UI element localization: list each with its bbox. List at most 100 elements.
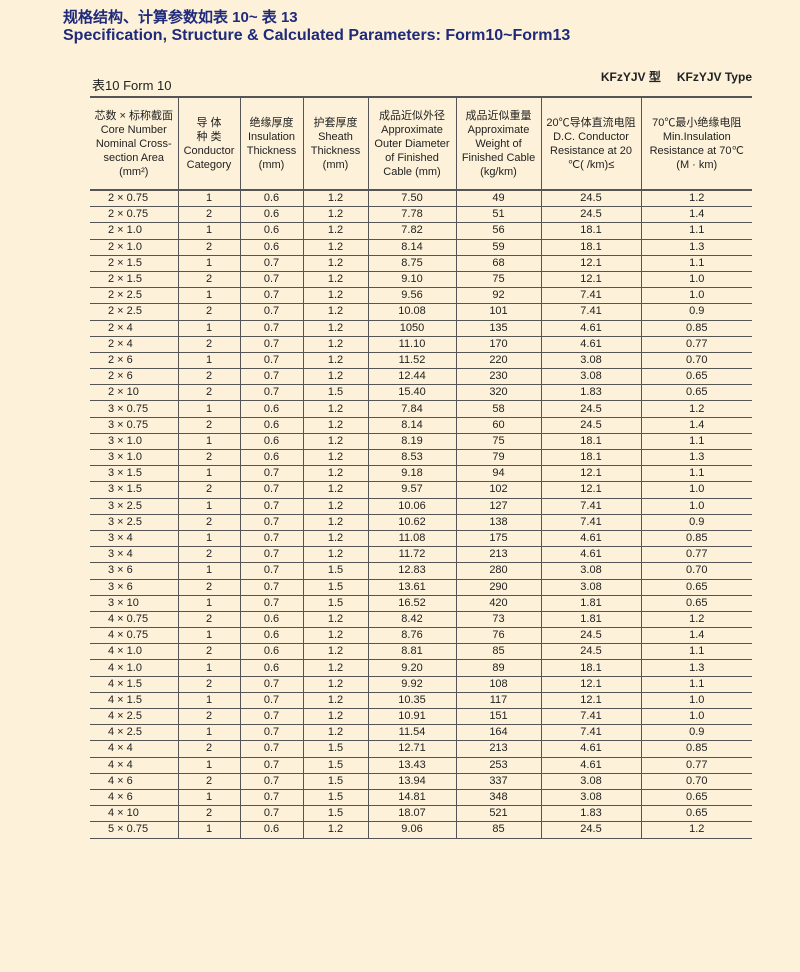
column-header: 护套厚度 Sheath Thickness (mm) <box>302 96 368 191</box>
table-cell: 12.1 <box>540 271 641 289</box>
table-cell: 0.7 <box>239 530 303 548</box>
table-cell: 1 <box>177 659 240 677</box>
table-cell: 0.6 <box>239 433 303 451</box>
table-cell: 0.65 <box>640 368 752 386</box>
table-cell: 85 <box>455 821 541 839</box>
table-cell: 18.1 <box>540 433 641 451</box>
table-row: 4 × 0.75 1 0.6 1.2 8.76 76 24.5 1.4 <box>90 627 752 645</box>
table-cell: 3 × 2.5 <box>90 498 178 515</box>
table-cell: 18.1 <box>540 239 641 256</box>
table-cell: 0.7 <box>239 773 303 790</box>
table-cell: 1 <box>177 692 240 710</box>
table-cell: 1.1 <box>640 676 752 693</box>
table-cell: 24.5 <box>540 206 641 224</box>
table-cell: 0.6 <box>239 222 303 240</box>
table-cell: 0.65 <box>640 384 752 402</box>
table-cell: 12.1 <box>540 692 641 710</box>
table-cell: 2 × 10 <box>90 384 178 402</box>
table-cell: 1.3 <box>640 449 752 467</box>
table-cell: 24.5 <box>540 400 641 418</box>
table-cell: 0.7 <box>239 692 303 710</box>
table-cell: 1.2 <box>302 643 368 661</box>
table-cell: 12.1 <box>540 676 641 693</box>
table-cell: 1.2 <box>302 255 368 272</box>
table-cell: 15.40 <box>367 384 456 402</box>
table-cell: 13.94 <box>367 773 456 790</box>
table-cell: 13.43 <box>367 757 456 774</box>
table-cell: 1.5 <box>302 562 368 580</box>
table-cell: 2 <box>177 676 240 693</box>
table-cell: 1.3 <box>640 239 752 256</box>
table-cell: 2 × 6 <box>90 368 178 386</box>
table-cell: 9.57 <box>367 481 456 499</box>
table-cell: 1050 <box>367 320 456 337</box>
table-cell: 1.5 <box>302 773 368 790</box>
table-cell: 2 <box>177 449 240 467</box>
table-cell: 18.1 <box>540 222 641 240</box>
table-row: 2 × 1.0 2 0.6 1.2 8.14 59 18.1 1.3 <box>90 239 752 256</box>
table-cell: 12.1 <box>540 465 641 483</box>
table-cell: 2 × 0.75 <box>90 190 178 208</box>
table-cell: 4 × 2.5 <box>90 708 178 726</box>
table-cell: 4 × 0.75 <box>90 611 178 629</box>
table-cell: 1.2 <box>640 400 752 418</box>
title-english: Specification, Structure & Calculated Pa… <box>63 27 571 44</box>
table-cell: 0.7 <box>239 805 303 823</box>
table-cell: 1.5 <box>302 740 368 758</box>
table-cell: 0.70 <box>640 352 752 370</box>
table-cell: 7.41 <box>540 724 641 742</box>
table-cell: 1.2 <box>302 239 368 256</box>
table-cell: 2 × 1.0 <box>90 222 178 240</box>
table-row: 4 × 1.5 1 0.7 1.2 10.35 117 12.1 1.0 <box>90 692 752 710</box>
table-cell: 2 <box>177 805 240 823</box>
table-cell: 0.7 <box>239 465 303 483</box>
table-cell: 4 × 6 <box>90 773 178 790</box>
table-cell: 3.08 <box>540 368 641 386</box>
table-cell: 24.5 <box>540 643 641 661</box>
table-cell: 337 <box>455 773 541 790</box>
table-cell: 2 <box>177 514 240 531</box>
table-cell: 18.1 <box>540 659 641 677</box>
table-cell: 0.6 <box>239 611 303 629</box>
table-cell: 13.61 <box>367 579 456 596</box>
table-cell: 1.2 <box>302 692 368 710</box>
table-cell: 0.6 <box>239 627 303 645</box>
table-cell: 11.10 <box>367 336 456 353</box>
table-cell: 12.83 <box>367 562 456 580</box>
table-cell: 1.2 <box>302 821 368 839</box>
table-cell: 1 <box>177 400 240 418</box>
table-cell: 9.92 <box>367 676 456 693</box>
table-cell: 1 <box>177 595 240 612</box>
table-row: 2 × 1.0 1 0.6 1.2 7.82 56 18.1 1.1 <box>90 222 752 240</box>
table-cell: 1.0 <box>640 708 752 726</box>
table-cell: 1.5 <box>302 595 368 612</box>
table-cell: 10.62 <box>367 514 456 531</box>
table-cell: 7.84 <box>367 400 456 418</box>
table-cell: 1.2 <box>302 368 368 386</box>
table-row: 4 × 6 1 0.7 1.5 14.81 348 3.08 0.65 <box>90 789 752 807</box>
table-cell: 24.5 <box>540 821 641 839</box>
table-cell: 2 × 4 <box>90 336 178 353</box>
table-cell: 0.7 <box>239 546 303 564</box>
table-cell: 0.7 <box>239 579 303 596</box>
table-cell: 1.2 <box>302 287 368 305</box>
table-cell: 1.1 <box>640 255 752 272</box>
table-cell: 1.5 <box>302 579 368 596</box>
table-cell: 1 <box>177 562 240 580</box>
table-cell: 0.7 <box>239 789 303 807</box>
table-row: 2 × 1.5 1 0.7 1.2 8.75 68 12.1 1.1 <box>90 255 752 272</box>
table-cell: 1 <box>177 789 240 807</box>
table-cell: 2 <box>177 303 240 321</box>
table-cell: 1.2 <box>302 400 368 418</box>
table-row: 2 × 6 2 0.7 1.2 12.44 230 3.08 0.65 <box>90 368 752 386</box>
table-caption: 表10 Form 10 <box>92 78 172 93</box>
table-cell: 0.7 <box>239 676 303 693</box>
table-row: 3 × 1.0 2 0.6 1.2 8.53 79 18.1 1.3 <box>90 449 752 467</box>
table-cell: 2 × 2.5 <box>90 287 178 305</box>
table-row: 2 × 1.5 2 0.7 1.2 9.10 75 12.1 1.0 <box>90 271 752 289</box>
table-row: 2 × 6 1 0.7 1.2 11.52 220 3.08 0.70 <box>90 352 752 370</box>
table-cell: 4.61 <box>540 336 641 353</box>
table-cell: 3.08 <box>540 579 641 596</box>
table-cell: 280 <box>455 562 541 580</box>
table-cell: 7.41 <box>540 303 641 321</box>
